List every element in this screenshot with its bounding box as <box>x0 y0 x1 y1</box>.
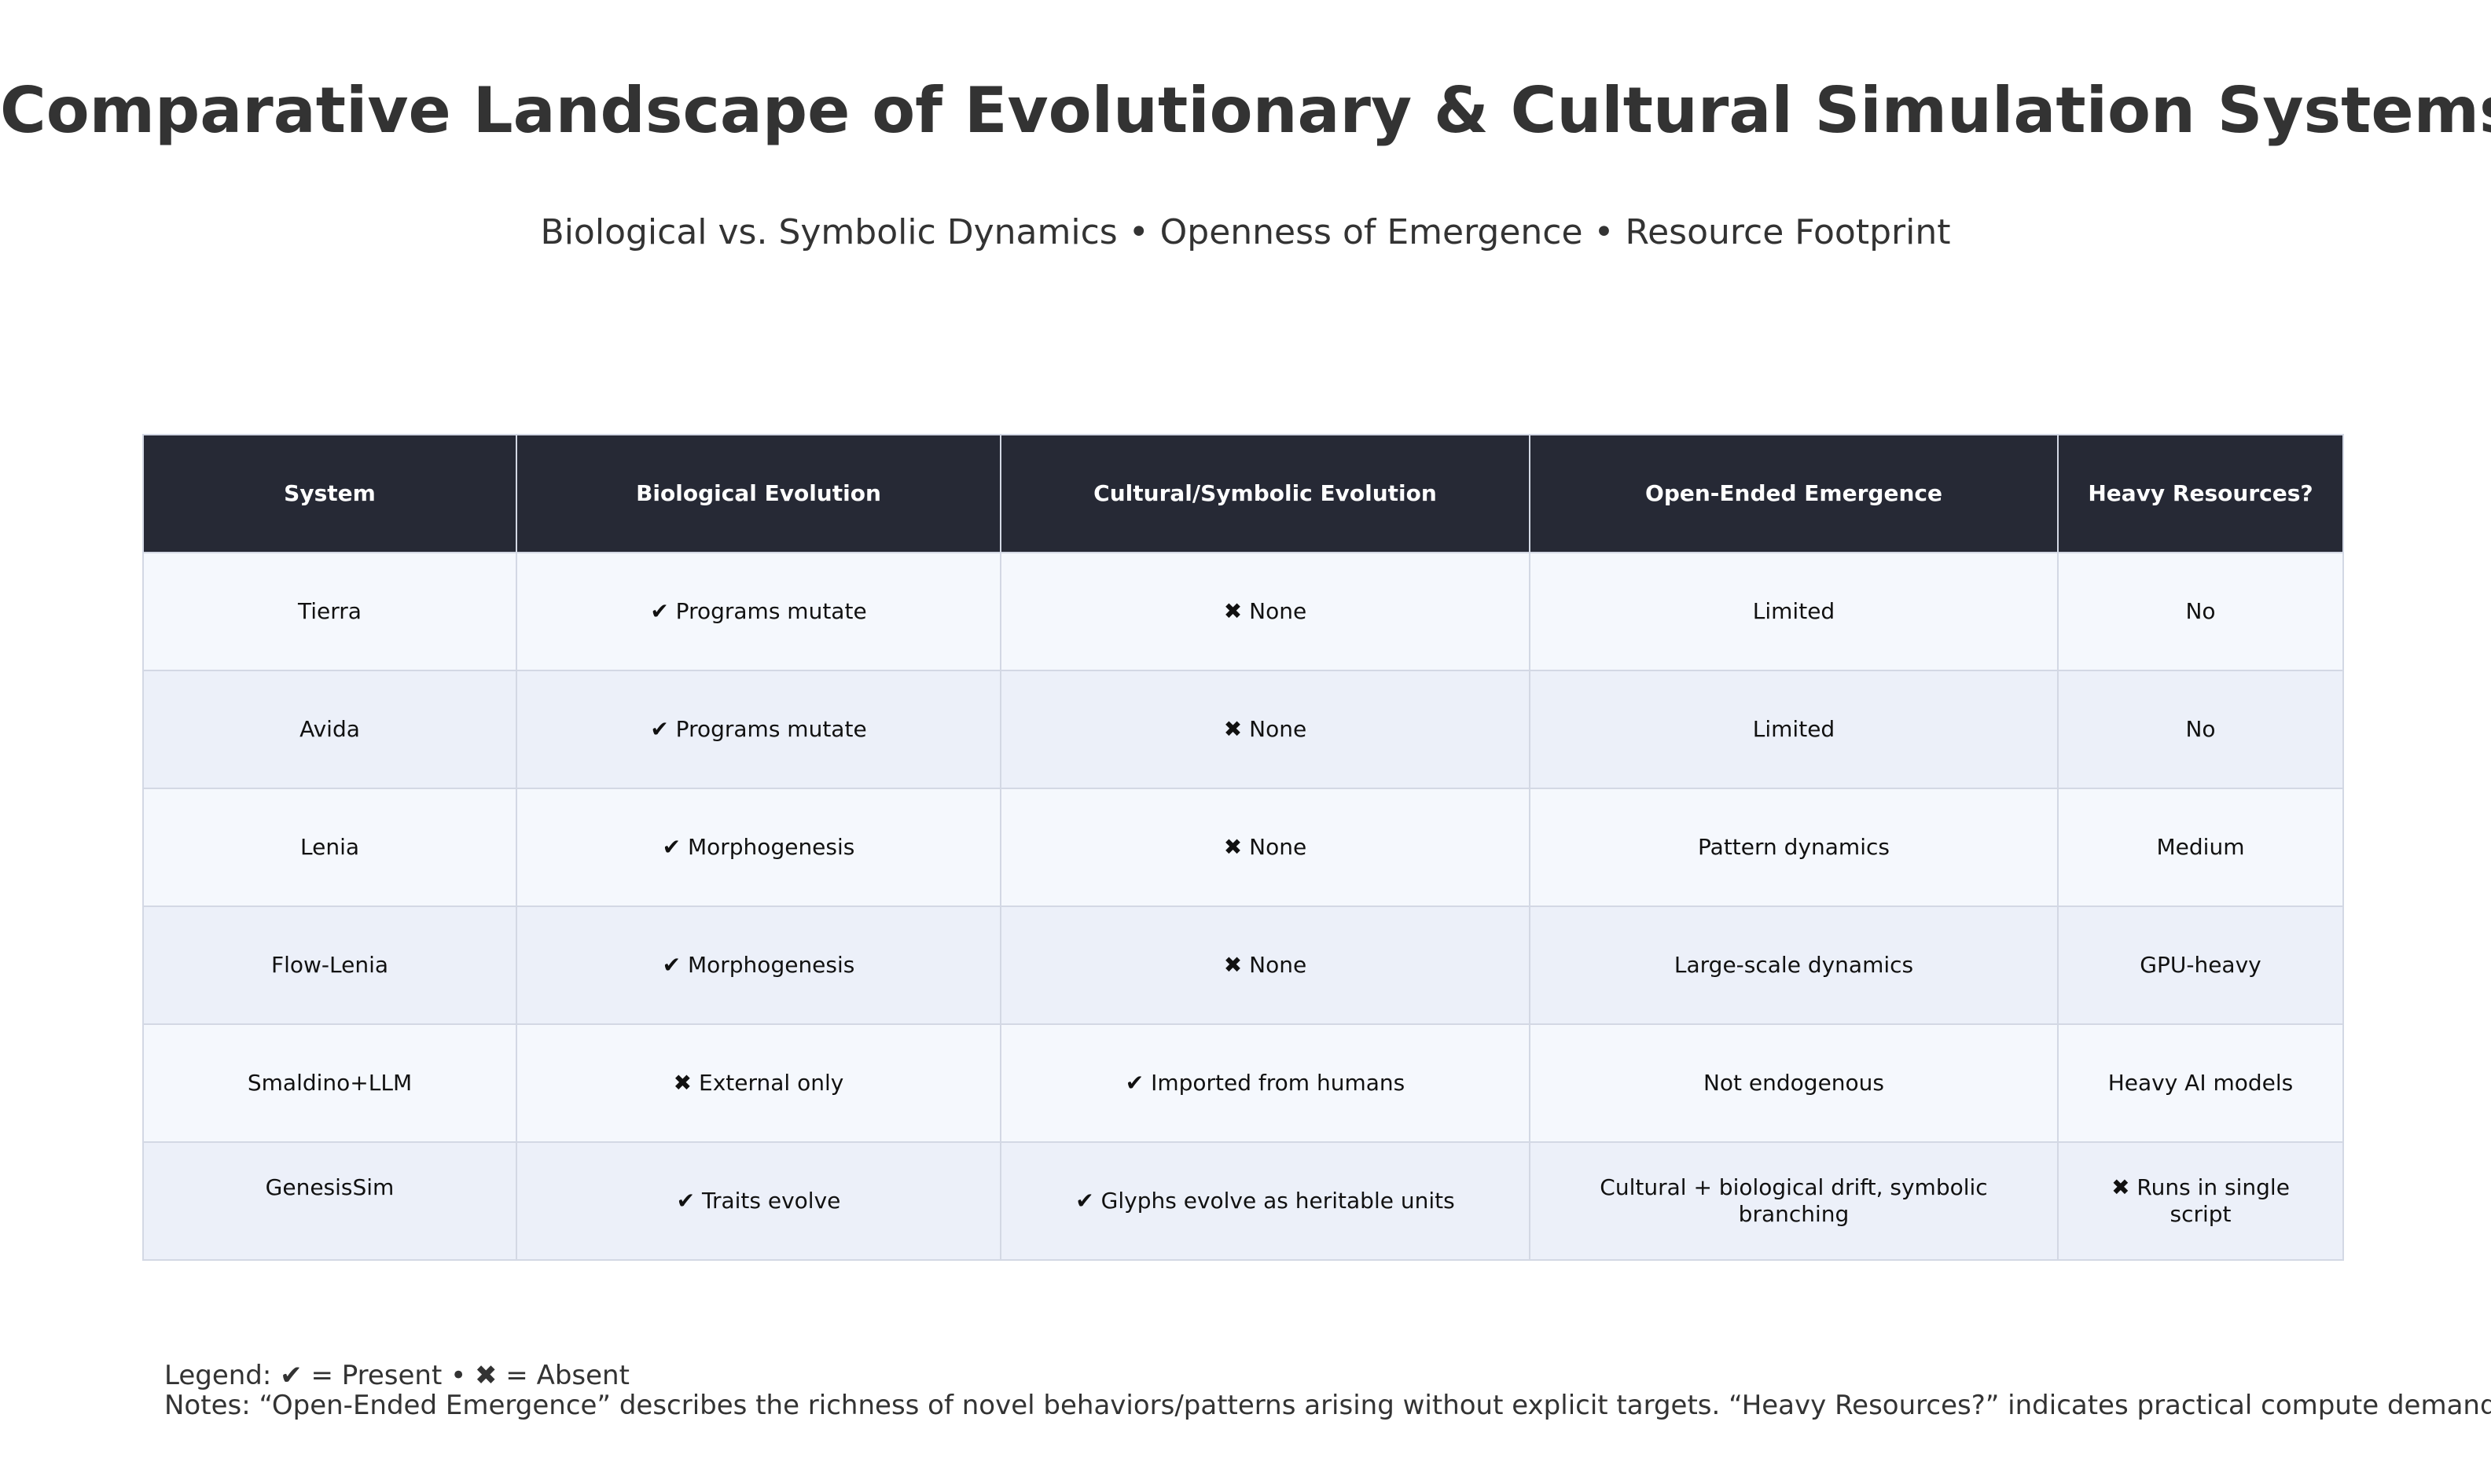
table-cell-heavy-resources: ✖ Runs in single script <box>2057 1141 2344 1261</box>
table-cell-biological-evolution: ✔ Morphogenesis <box>516 905 1001 1025</box>
table-header-row: System Biological Evolution Cultural/Sym… <box>142 434 2344 553</box>
table-cell-biological-evolution: ✖ External only <box>516 1023 1001 1143</box>
table-cell-system: GenesisSim <box>142 1141 517 1261</box>
table-cell-cultural-evolution: ✖ None <box>1000 788 1530 907</box>
legend-notes: Legend: ✔ = Present • ✖ = Absent Notes: … <box>164 1361 2491 1420</box>
chart-title: Comparative Landscape of Evolutionary & … <box>0 74 2491 147</box>
table-row: Lenia ✔ Morphogenesis ✖ None Pattern dyn… <box>142 788 2344 907</box>
table-cell-cultural-evolution: ✖ None <box>1000 552 1530 671</box>
table-cell-cultural-evolution: ✖ None <box>1000 670 1530 789</box>
table-cell-biological-evolution: ✔ Traits evolve <box>516 1141 1001 1261</box>
column-header-heavy-resources: Heavy Resources? <box>2057 434 2344 553</box>
table-cell-open-ended-emergence: Limited <box>1529 552 2059 671</box>
table-cell-cultural-evolution: ✔ Glyphs evolve as heritable units <box>1000 1141 1530 1261</box>
table-cell-system: Tierra <box>142 552 517 671</box>
column-header-cultural-symbolic-evolution: Cultural/Symbolic Evolution <box>1000 434 1530 553</box>
table-cell-open-ended-emergence: Cultural + biological drift, symbolic br… <box>1529 1141 2059 1261</box>
legend-text: Legend: ✔ = Present • ✖ = Absent <box>164 1360 630 1391</box>
table-cell-open-ended-emergence: Not endogenous <box>1529 1023 2059 1143</box>
table-cell-biological-evolution: ✔ Programs mutate <box>516 552 1001 671</box>
table-cell-system: Lenia <box>142 788 517 907</box>
table-row: Avida ✔ Programs mutate ✖ None Limited N… <box>142 670 2344 789</box>
table-row: Tierra ✔ Programs mutate ✖ None Limited … <box>142 552 2344 671</box>
table-cell-heavy-resources: GPU-heavy <box>2057 905 2344 1025</box>
table-cell-heavy-resources: No <box>2057 552 2344 671</box>
table-cell-heavy-resources: Heavy AI models <box>2057 1023 2344 1143</box>
table-cell-cultural-evolution: ✔ Imported from humans <box>1000 1023 1530 1143</box>
table-row: GenesisSim ✔ Traits evolve ✔ Glyphs evol… <box>142 1141 2344 1261</box>
table-cell-system: Smaldino+LLM <box>142 1023 517 1143</box>
table-row: Smaldino+LLM ✖ External only ✔ Imported … <box>142 1023 2344 1143</box>
table-cell-biological-evolution: ✔ Programs mutate <box>516 670 1001 789</box>
table-cell-open-ended-emergence: Limited <box>1529 670 2059 789</box>
table-cell-open-ended-emergence: Large-scale dynamics <box>1529 905 2059 1025</box>
table-cell-heavy-resources: No <box>2057 670 2344 789</box>
table-row: Flow-Lenia ✔ Morphogenesis ✖ None Large-… <box>142 905 2344 1025</box>
chart-subtitle: Biological vs. Symbolic Dynamics • Openn… <box>540 212 1951 252</box>
table-cell-system: Avida <box>142 670 517 789</box>
table-cell-open-ended-emergence: Pattern dynamics <box>1529 788 2059 907</box>
table-cell-cultural-evolution: ✖ None <box>1000 905 1530 1025</box>
column-header-system: System <box>142 434 517 553</box>
table-cell-heavy-resources: Medium <box>2057 788 2344 907</box>
notes-text: Notes: “Open-Ended Emergence” describes … <box>164 1390 2491 1421</box>
column-header-open-ended-emergence: Open-Ended Emergence <box>1529 434 2059 553</box>
column-header-biological-evolution: Biological Evolution <box>516 434 1001 553</box>
comparison-table: System Biological Evolution Cultural/Sym… <box>142 434 2344 1261</box>
table-cell-biological-evolution: ✔ Morphogenesis <box>516 788 1001 907</box>
table-cell-system: Flow-Lenia <box>142 905 517 1025</box>
